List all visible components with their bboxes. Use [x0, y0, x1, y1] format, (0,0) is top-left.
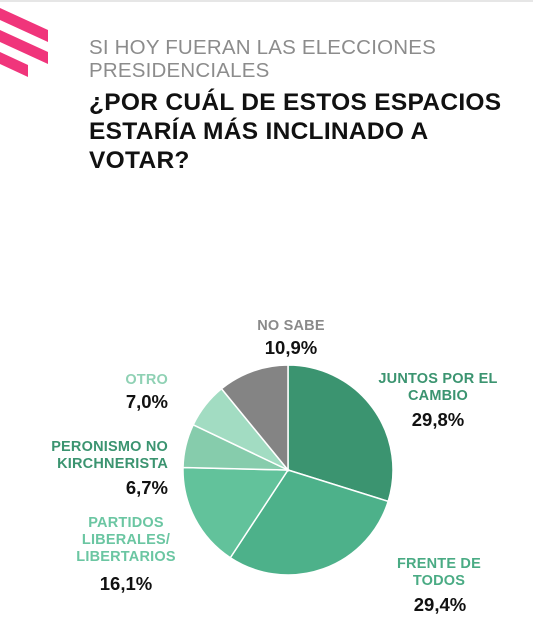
pie-slice-frente: [229, 469, 390, 576]
slice-label-no-sabe: NO SABE: [257, 318, 325, 334]
slice-label-peronismo: PERONISMO NO KIRCHNERISTA: [51, 439, 168, 472]
chart-title: ¿POR CUÁL DE ESTOS ESPACIOS ESTARÍA MÁS …: [89, 89, 502, 174]
slice-label-liberales: PARTIDOS LIBERALES/ LIBERTARIOS: [76, 515, 176, 565]
top-border: [0, 0, 533, 2]
slice-value-frente: 29,4%: [413, 594, 467, 615]
slice-value-liberales: 16,1%: [99, 573, 153, 594]
slice-value-peronismo: 6,7%: [125, 477, 168, 498]
slice-label-juntos: JUNTOS POR EL CAMBIO: [378, 371, 498, 404]
chart-subtitle: SI HOY FUERAN LAS ELECCIONES PRESIDENCIA…: [89, 36, 436, 82]
slice-label-frente: FRENTE DE TODOS: [397, 556, 481, 589]
slice-label-otro: OTRO: [125, 372, 168, 388]
pie-slice-juntos: [287, 364, 394, 503]
brand-stripes-logo: [0, 8, 48, 77]
pie-slice-no-sabe: [220, 364, 289, 473]
slice-value-no-sabe: 10,9%: [264, 337, 318, 358]
pie-slice-liberales: [182, 466, 290, 559]
slice-value-juntos: 29,8%: [411, 409, 465, 430]
slice-value-otro: 7,0%: [125, 391, 168, 412]
